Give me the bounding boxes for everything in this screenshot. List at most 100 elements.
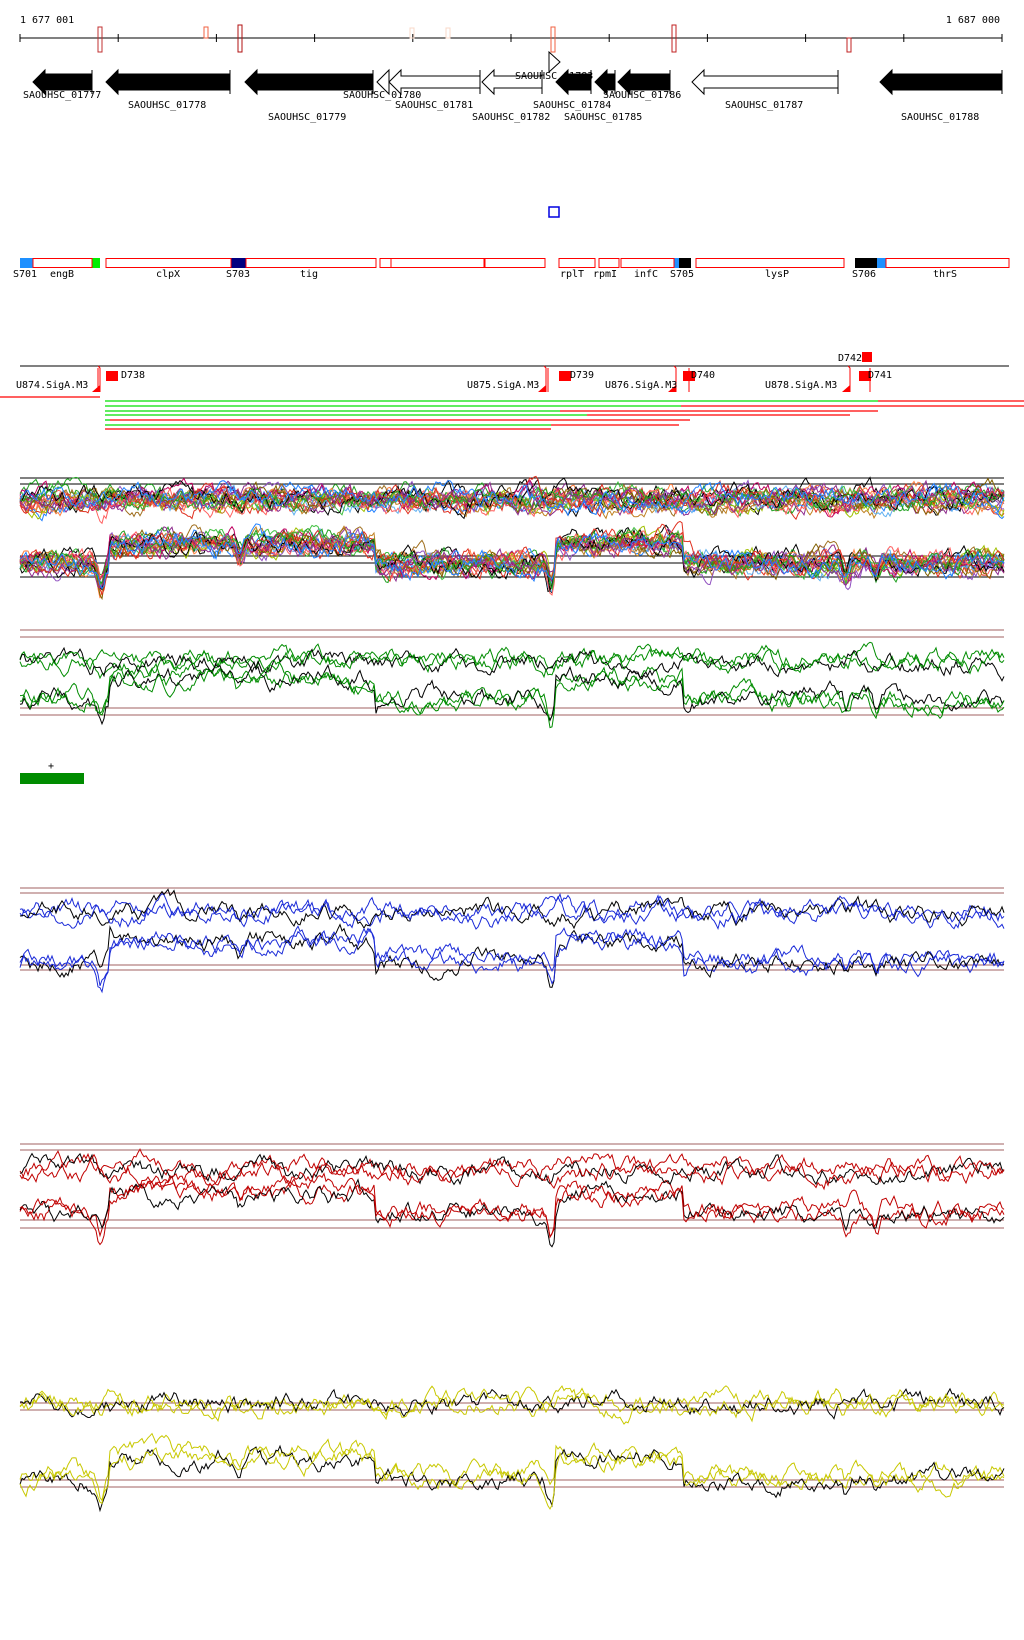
feature-block: [231, 258, 246, 268]
signal-lower-line: [19, 925, 1005, 986]
gene-label: SAOUHSC_01784: [533, 100, 611, 111]
gene-label: SAOUHSC_01782: [472, 112, 550, 123]
gene-label: SAOUHSC_01779: [268, 112, 346, 123]
signal-upper-line: [19, 892, 1005, 929]
ruler-mark: [550, 26, 556, 53]
gene-label: SAOUHSC_01788: [901, 112, 979, 123]
signal-upper-line: [19, 1385, 1005, 1425]
terminator-stem: [847, 365, 851, 392]
gene-SAOUHSC_01787: SAOUHSC_01787: [691, 68, 839, 111]
gene-label: SAOUHSC_01787: [725, 100, 803, 111]
feature-track: S701 engB clpX S703 tig rplT rpmI infC S705 lysP S…: [13, 258, 1010, 280]
strand-marker: +: [48, 761, 54, 772]
terminator-label: D738: [121, 370, 145, 381]
red-signal-track: [19, 1143, 1005, 1248]
ruler-end-label: 1 687 000: [946, 15, 1000, 26]
terminator-label: U874.SigA.M3: [16, 380, 88, 391]
terminator-stem: [543, 365, 547, 392]
gene-SAOUHSC_01783: SAOUHSC_01783: [515, 50, 593, 82]
terminator-stem: [673, 365, 677, 392]
ruler-mark: [445, 27, 451, 39]
gene-arrow-icon: [548, 50, 561, 74]
signal-lower-line: [19, 520, 1005, 596]
feature-label: rpmI: [593, 269, 617, 280]
feature-label: tig: [300, 269, 318, 280]
signal-upper-line: [19, 646, 1005, 682]
terminator-label: D740: [691, 370, 715, 381]
ruler-mark: [237, 24, 243, 53]
signal-upper-line: [19, 1387, 1005, 1420]
gene-SAOUHSC_01782: SAOUHSC_01782: [472, 68, 550, 123]
gene-label: SAOUHSC_01783: [515, 71, 593, 82]
signal-lower-line: [19, 923, 1005, 988]
gene-label: SAOUHSC_01786: [603, 90, 681, 101]
feature-box: [390, 258, 485, 268]
feature-block: [855, 258, 877, 268]
signal-upper-line: [19, 1148, 1005, 1186]
coordinate-ruler: 1 677 001 1 687 000: [19, 15, 1003, 53]
gene-track: SAOUHSC_01777 SAOUHSC_01778 SAOUHSC_01779 S…: [23, 50, 1003, 123]
signal-upper-line: [19, 480, 1005, 517]
signal-lower-line: [19, 1438, 1005, 1510]
terminator-box: [862, 352, 872, 362]
signal-upper-line: [19, 1385, 1005, 1421]
feature-label: infC: [634, 269, 658, 280]
terminator-label: U875.SigA.M3: [467, 380, 539, 391]
feature-label: S701: [13, 269, 37, 280]
ruler-mark: [203, 26, 209, 39]
terminator-label: U876.SigA.M3: [605, 380, 677, 391]
gene-SAOUHSC_01785: SAOUHSC_01785: [564, 68, 642, 123]
signal-lower-line: [19, 523, 1005, 590]
terminator-flag-icon: [538, 385, 546, 392]
feature-box: [32, 258, 93, 268]
gene-SAOUHSC_01781: SAOUHSC_01781: [388, 68, 481, 111]
signal-lower-line: [19, 1178, 1005, 1248]
terminator-flag-icon: [668, 385, 676, 392]
signal-lower-line: [19, 529, 1005, 593]
terminator-box: [106, 371, 118, 381]
signal-lower-line: [19, 662, 1005, 721]
terminator-flag-icon: [842, 385, 850, 392]
signal-upper-line: [19, 888, 1005, 930]
feature-box: [245, 258, 377, 268]
gene-label: SAOUHSC_01785: [564, 112, 642, 123]
ruler-mark: [409, 27, 415, 39]
feature-label: S703: [226, 269, 250, 280]
feature-block: [20, 258, 33, 268]
selection-marker[interactable]: [548, 206, 560, 218]
feature-box: [695, 258, 845, 268]
signal-upper-line: [19, 1153, 1005, 1191]
signal-lower-line: [19, 527, 1005, 591]
ruler-mark: [671, 24, 677, 53]
terminator-label: U878.SigA.M3: [765, 380, 837, 391]
signal-lower-line: [19, 1432, 1005, 1502]
signal-lower-line: [19, 1444, 1005, 1513]
feature-block: [92, 258, 100, 268]
feature-box: [558, 258, 596, 268]
signal-upper-line: [19, 476, 1005, 512]
feature-block: [674, 258, 679, 268]
terminator-box: [859, 371, 871, 381]
gene-SAOUHSC_01788: SAOUHSC_01788: [879, 68, 1003, 123]
gene-SAOUHSC_01777: SAOUHSC_01777: [23, 68, 101, 101]
terminator-stem: [97, 365, 101, 392]
terminator-label: D741: [868, 370, 892, 381]
gene-arrow-icon: [691, 68, 839, 96]
signal-upper-line: [19, 1152, 1005, 1186]
transcript-spans: [0, 396, 1024, 430]
feature-box: [620, 258, 675, 268]
strand-legend-bar: [20, 773, 84, 784]
gene-arrow-icon: [105, 68, 231, 96]
yellow-signal-track: [19, 1385, 1005, 1513]
gene-label: SAOUHSC_01781: [395, 100, 473, 111]
feature-label: clpX: [156, 269, 180, 280]
signal-upper-line: [19, 644, 1005, 679]
signal-lower-line: [19, 529, 1005, 601]
feature-label: S705: [670, 269, 694, 280]
signal-lower-line: [19, 659, 1005, 729]
signal-lower-line: [19, 660, 1005, 726]
ruler-mark: [97, 26, 103, 53]
gene-arrow-icon: [879, 68, 1003, 96]
ruler-mark: [846, 37, 852, 53]
